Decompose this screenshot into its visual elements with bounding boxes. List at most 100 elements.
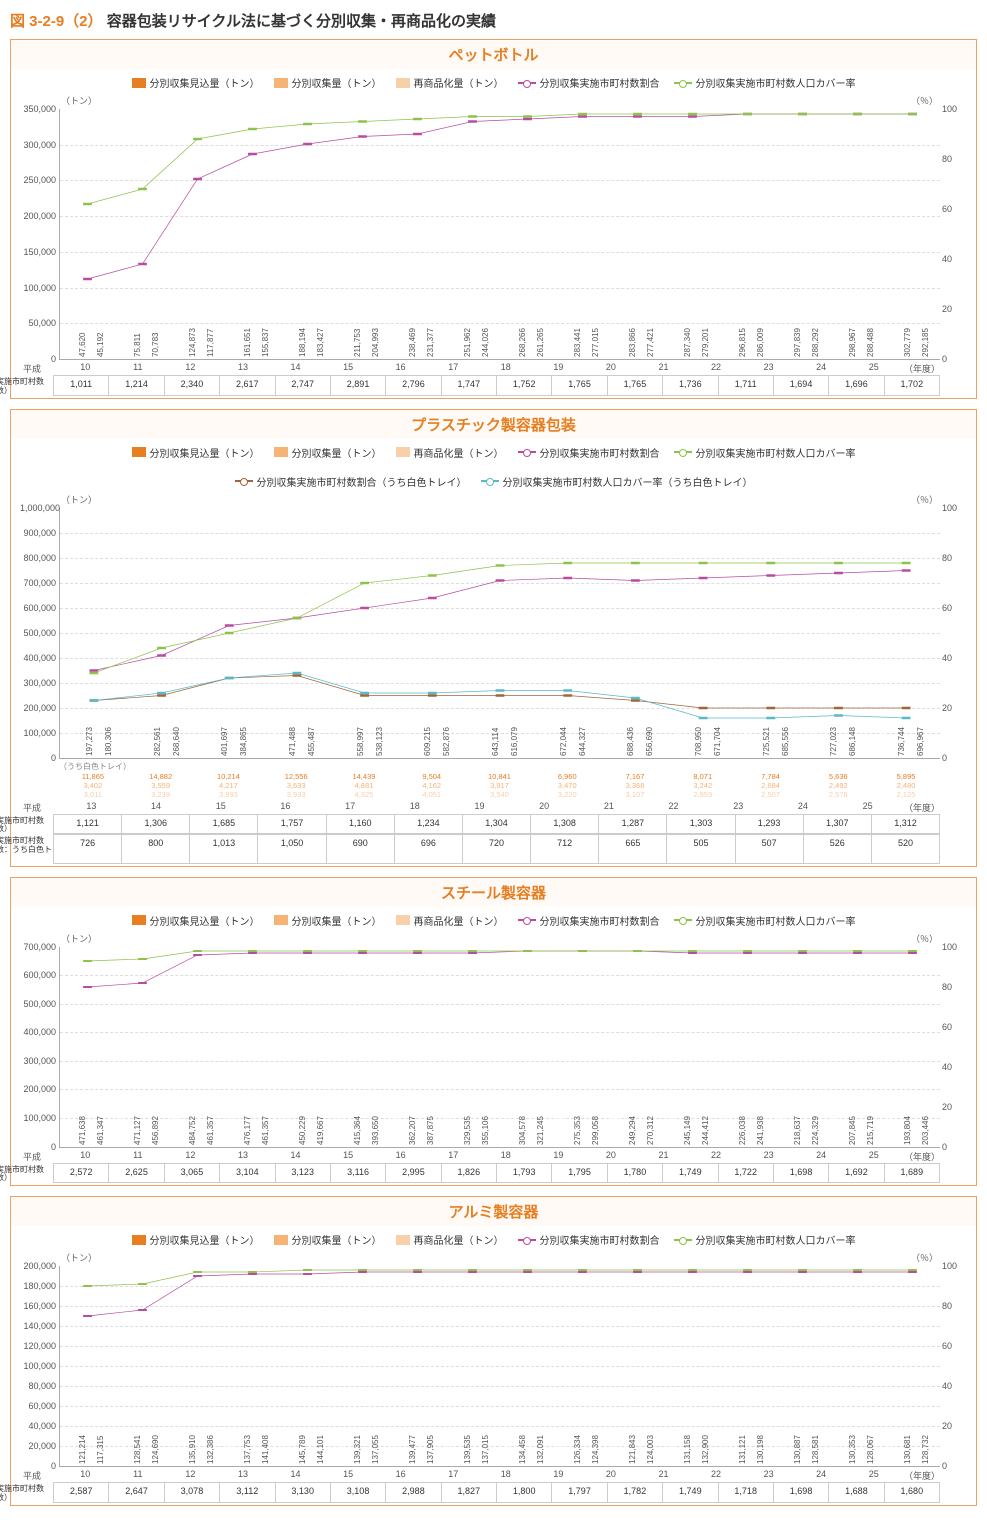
x-year-label: 18 (382, 801, 447, 814)
legend-item-l1: 分別収集実施市町村数割合 (518, 75, 660, 90)
ytick-right: 80 (942, 553, 966, 563)
title-text: 容器包装リサイクル法に基づく分別収集・再商品化の実績 (107, 13, 496, 30)
table-cell: 1,749 (662, 1482, 718, 1503)
table-cell: 2,625 (108, 1163, 164, 1184)
sub-bar-val: 3,011 (59, 790, 127, 799)
table-cell: 1,680 (884, 1482, 940, 1503)
table-cell: 2,988 (385, 1482, 441, 1503)
table-cell: 712 (530, 834, 599, 863)
table-cell: 3,078 (164, 1482, 220, 1503)
y-left-unit: （トン） (61, 932, 97, 945)
ytick: 800,000 (20, 553, 56, 563)
x-year-label: 16 (253, 801, 318, 814)
sub-bar-val: 2,480 (872, 781, 940, 790)
table-cell: 1,702 (884, 375, 940, 396)
table-cell: 1,698 (773, 1482, 829, 1503)
table-cell: 507 (735, 834, 804, 863)
table-cell: 720 (462, 834, 531, 863)
table-cell: 520 (871, 834, 940, 863)
legend-item-l4: 分別収集実施市町村数人口カバー率（うち白色トレイ） (481, 474, 753, 489)
x-year-label: 13 (217, 1150, 270, 1163)
table-cell: 1,694 (773, 375, 829, 396)
panel-title: プラスチック製容器包装 (11, 410, 976, 439)
x-year-label: 15 (322, 362, 375, 375)
x-year-label: 17 (318, 801, 383, 814)
x-year-label: 17 (427, 1150, 480, 1163)
x-year-label: 14 (269, 1150, 322, 1163)
x-suffix: （年度） (904, 1150, 940, 1163)
ytick-right: 0 (942, 1461, 966, 1471)
ytick-right: 60 (942, 204, 966, 214)
ytick: 300,000 (20, 140, 56, 150)
legend-item-s3: 再商品化量（トン） (396, 1232, 504, 1247)
ytick-right: 20 (942, 703, 966, 713)
table-cell: 726 (53, 834, 122, 863)
x-year-label: 16 (374, 1469, 427, 1482)
legend-item-s1: 分別収集見込量（トン） (132, 1232, 260, 1247)
ytick: 300,000 (20, 1056, 56, 1066)
ytick: 100,000 (20, 283, 56, 293)
x-year-label: 21 (637, 1150, 690, 1163)
legend: 分別収集見込量（トン）分別収集量（トン）再商品化量（トン）分別収集実施市町村数割… (19, 913, 968, 928)
x-year-label: 21 (637, 1469, 690, 1482)
y-right-unit: （％） (911, 932, 938, 945)
table-cell: 1,692 (828, 1163, 884, 1184)
x-year-label: 24 (795, 362, 848, 375)
ytick: 500,000 (20, 999, 56, 1009)
table-cell: 3,130 (275, 1482, 331, 1503)
x-year-label: 25 (847, 362, 900, 375)
x-year-label: 18 (480, 1469, 533, 1482)
y-right-unit: （％） (911, 94, 938, 107)
ytick-right: 100 (942, 1261, 966, 1271)
y-left-unit: （トン） (61, 493, 97, 506)
table-row: 分別収集実施市町村数（市町村数）2,5872,6473,0783,1123,13… (59, 1482, 940, 1503)
panel-title: スチール製容器 (11, 878, 976, 907)
sub-bar-val: 2,578 (804, 790, 872, 799)
ytick-right: 40 (942, 653, 966, 663)
table-cell: 1,826 (441, 1163, 497, 1184)
sub-bar-val: 4,051 (398, 790, 466, 799)
table-cell: 1,685 (189, 814, 258, 835)
x-prefix: 平成 (23, 801, 41, 814)
table-cell: 1,696 (828, 375, 884, 396)
sub-bar-val: 5,636 (804, 772, 872, 781)
x-year-label: 20 (585, 362, 638, 375)
ytick: 200,000 (20, 1261, 56, 1271)
x-suffix: （年度） (904, 1469, 940, 1482)
sub-bar-val: 8,071 (669, 772, 737, 781)
table-cell: 2,891 (330, 375, 386, 396)
sub-bar-val: 10,841 (466, 772, 534, 781)
table-cell: 690 (326, 834, 395, 863)
table-cell: 1,293 (735, 814, 804, 835)
table-cell: 1,795 (551, 1163, 607, 1184)
ytick: 50,000 (20, 318, 56, 328)
sub-bar-val: 9,504 (398, 772, 466, 781)
xaxis: 平成13141516171819202122232425（年度） (59, 801, 940, 814)
x-year-label: 21 (637, 362, 690, 375)
table-cell: 3,104 (219, 1163, 275, 1184)
table-cell: 1,797 (551, 1482, 607, 1503)
table-cell: 3,108 (330, 1482, 386, 1503)
ytick-right: 20 (942, 1421, 966, 1431)
y-left-unit: （トン） (61, 1251, 97, 1264)
sub-bar-val: 3,402 (59, 781, 127, 790)
x-year-label: 10 (59, 362, 112, 375)
table-row-header: 分別収集実施市町村数（市町村数） (0, 814, 54, 835)
table-cell: 2,796 (385, 375, 441, 396)
sub-bar-val: 7,784 (737, 772, 805, 781)
x-year-label: 20 (585, 1150, 638, 1163)
legend-item-l3: 分別収集実施市町村数割合（うち白色トレイ） (235, 474, 467, 489)
table-cell: 3,065 (164, 1163, 220, 1184)
x-year-label: 18 (480, 362, 533, 375)
x-year-label: 10 (59, 1150, 112, 1163)
table-cell: 1,780 (607, 1163, 663, 1184)
legend-item-s2: 分別収集量（トン） (274, 75, 382, 90)
panel-title: アルミ製容器 (11, 1197, 976, 1226)
x-year-label: 10 (59, 1469, 112, 1482)
sub-bar-val: 5,895 (872, 772, 940, 781)
xaxis: 平成10111213141516171819202122232425（年度） (59, 362, 940, 375)
legend-item-s3: 再商品化量（トン） (396, 913, 504, 928)
table-cell: 1,749 (662, 1163, 718, 1184)
x-year-label: 15 (322, 1469, 375, 1482)
chart-alum: 020,00040,00060,00080,000100,000120,0001… (59, 1266, 940, 1467)
